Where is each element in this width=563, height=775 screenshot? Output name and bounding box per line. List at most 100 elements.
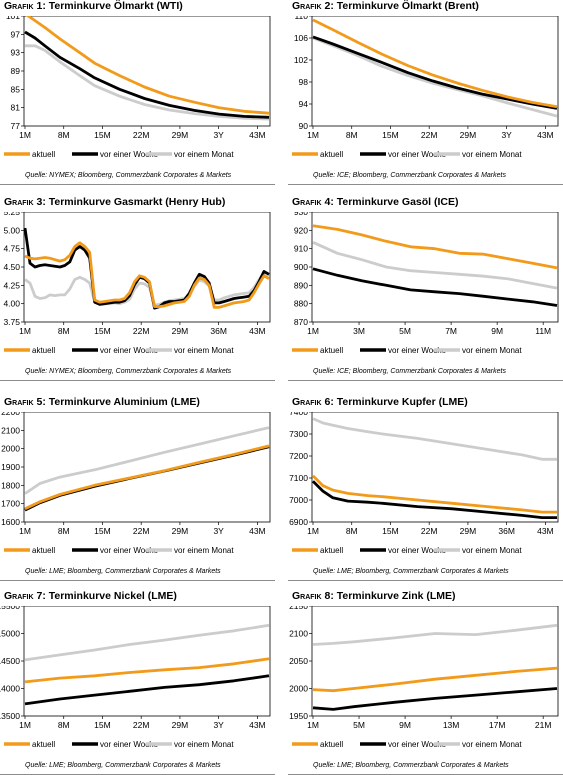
- figure-title-text: 6: Terminkurve Kupfer (LME): [321, 396, 468, 408]
- figure-title-text: 5: Terminkurve Aluminium (LME): [33, 396, 200, 408]
- y-tick-label: 2000: [289, 684, 308, 694]
- legend-label-monat: vor einem Monat: [174, 150, 234, 159]
- y-tick-label: 7000: [289, 495, 308, 505]
- legend-label-woche: vor einer Woche: [100, 740, 159, 749]
- x-tick-label: 8M: [58, 326, 70, 336]
- series-line-woche: [312, 35, 558, 110]
- legend-label-monat: vor einem Monat: [462, 346, 522, 355]
- series-line-aktuell: [24, 241, 270, 309]
- x-tick-label: 36M: [498, 526, 515, 536]
- y-tick-label: 7100: [289, 473, 308, 483]
- x-tick-label: 21M: [535, 720, 552, 730]
- source-note: Quelle: LME; Bloomberg, Commerzbank Corp…: [313, 568, 509, 575]
- figure-prefix: Grafik: [4, 0, 34, 12]
- x-tick-label: 15M: [94, 526, 111, 536]
- series-line-woche: [24, 674, 270, 706]
- source-note: Quelle: NYMEX; Bloomberg, Commerzbank Co…: [25, 172, 232, 179]
- y-tick-label: 14500: [0, 656, 20, 666]
- x-tick-label: 1M: [307, 720, 319, 730]
- y-tick-label: 1950: [289, 711, 308, 721]
- x-tick-label: 22M: [421, 526, 438, 536]
- figure-title-text: 1: Terminkurve Ölmarkt (WTI): [33, 0, 183, 12]
- legend-label-woche: vor einer Woche: [100, 346, 159, 355]
- x-tick-label: 3Y: [501, 130, 512, 140]
- x-tick-label: 36M: [210, 326, 227, 336]
- y-tick-label: 97: [11, 29, 21, 39]
- source-note: Quelle: LME; Bloomberg, Commerzbank Corp…: [25, 762, 221, 769]
- y-tick-label: 77: [11, 121, 21, 131]
- y-tick-label: 6900: [289, 517, 308, 527]
- x-tick-label: 3Y: [213, 526, 224, 536]
- x-tick-label: 29M: [172, 720, 189, 730]
- figure-prefix: Grafik: [4, 196, 34, 208]
- legend-label-woche: vor einer Woche: [388, 546, 447, 555]
- y-tick-label: 5.00: [3, 225, 20, 235]
- y-tick-label: 3.75: [3, 317, 20, 327]
- y-tick-label: 85: [11, 84, 21, 94]
- legend-label-aktuell: aktuell: [32, 546, 55, 555]
- x-tick-label: 3Y: [213, 130, 224, 140]
- source-note: Quelle: LME; Bloomberg, Commerzbank Corp…: [313, 762, 509, 769]
- y-tick-label: 890: [294, 280, 308, 290]
- legend-label-aktuell: aktuell: [320, 546, 343, 555]
- legend-label-monat: vor einem Monat: [174, 740, 234, 749]
- x-tick-label: 13M: [443, 720, 460, 730]
- x-tick-label: 43M: [249, 720, 266, 730]
- y-tick-label: 920: [294, 225, 308, 235]
- series-line-aktuell: [312, 18, 558, 109]
- legend-label-aktuell: aktuell: [32, 346, 55, 355]
- x-tick-label: 8M: [346, 526, 358, 536]
- chart-svg: 13500 14000 14500 15000 15500 1M 8M 15M 22M 29M 3Y…: [0, 601, 271, 749]
- x-tick-label: 8M: [58, 130, 70, 140]
- series-line-woche: [312, 267, 558, 307]
- y-tick-label: 15500: [0, 606, 20, 611]
- series-line-monat: [312, 36, 558, 118]
- y-tick-label: 2000: [1, 444, 20, 454]
- y-tick-label: 7400: [289, 412, 308, 417]
- y-tick-label: 110: [294, 16, 308, 21]
- x-tick-label: 43M: [249, 326, 266, 336]
- y-tick-label: 89: [11, 66, 21, 76]
- x-tick-label: 1M: [307, 526, 319, 536]
- x-tick-label: 22M: [133, 526, 150, 536]
- legend-label-woche: vor einer Woche: [388, 740, 447, 749]
- y-tick-label: 93: [11, 48, 21, 58]
- source-note: Quelle: ICE; Bloomberg, Commerzbank Corp…: [313, 172, 506, 179]
- y-tick-label: 4.50: [3, 262, 20, 272]
- x-tick-label: 8M: [58, 526, 70, 536]
- y-tick-label: 7200: [289, 451, 308, 461]
- x-tick-label: 43M: [537, 526, 554, 536]
- y-tick-label: 94: [299, 99, 309, 109]
- y-tick-label: 5.25: [3, 212, 20, 217]
- x-tick-label: 17M: [489, 720, 506, 730]
- figure-prefix: Grafik: [292, 196, 322, 208]
- legend-label-monat: vor einem Monat: [174, 346, 234, 355]
- y-tick-label: 870: [294, 317, 308, 327]
- x-tick-label: 15M: [382, 130, 399, 140]
- legend-label-aktuell: aktuell: [32, 740, 55, 749]
- x-tick-label: 3M: [353, 326, 365, 336]
- x-tick-label: 29M: [460, 130, 477, 140]
- x-tick-label: 7M: [445, 326, 457, 336]
- x-tick-label: 5M: [399, 326, 411, 336]
- series-line-aktuell: [24, 657, 270, 684]
- x-tick-label: 9M: [399, 720, 411, 730]
- y-tick-label: 1600: [1, 517, 20, 527]
- y-tick-label: 2100: [1, 425, 20, 435]
- x-tick-label: 22M: [133, 720, 150, 730]
- chart-title: Grafik 2: Terminkurve Ölmarkt (Brent): [292, 0, 479, 12]
- series-line-aktuell: [312, 224, 558, 270]
- legend-label-woche: vor einer Woche: [100, 546, 159, 555]
- x-tick-label: 29M: [172, 326, 189, 336]
- x-tick-label: 8M: [346, 130, 358, 140]
- y-tick-label: 81: [11, 103, 21, 113]
- x-tick-label: 9M: [491, 326, 503, 336]
- x-tick-label: 8M: [58, 720, 70, 730]
- legend-label-aktuell: aktuell: [320, 346, 343, 355]
- separator-line: [288, 580, 563, 581]
- y-tick-label: 102: [294, 55, 308, 65]
- chart-svg: 77 81 85 89 93 97 101 1M 8M 15M 22M 29M 3Y 43M aktuell…: [4, 11, 271, 159]
- y-tick-label: 4.00: [3, 299, 20, 309]
- y-tick-label: 4.75: [3, 244, 20, 254]
- x-tick-label: 5M: [353, 720, 365, 730]
